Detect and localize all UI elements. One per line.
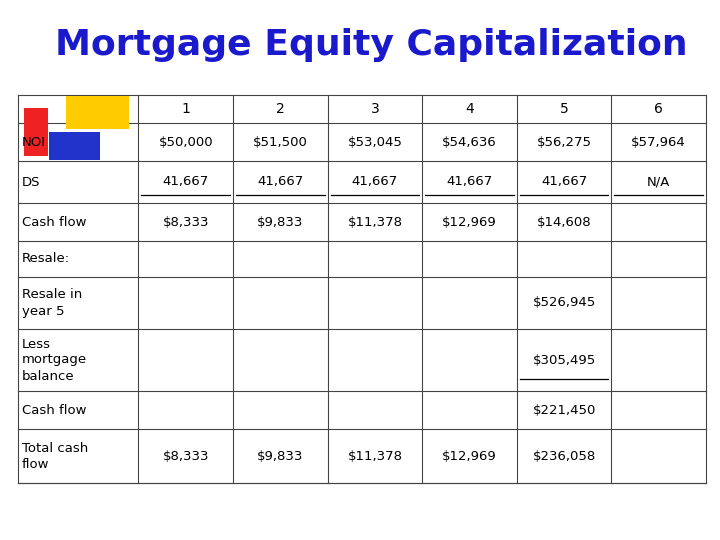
Text: $51,500: $51,500 — [253, 136, 307, 148]
Text: Resale in
year 5: Resale in year 5 — [22, 288, 82, 318]
Text: $12,969: $12,969 — [442, 215, 497, 228]
Text: $236,058: $236,058 — [533, 449, 595, 462]
Text: N/A: N/A — [647, 176, 670, 188]
Text: $8,333: $8,333 — [163, 449, 209, 462]
Text: $12,969: $12,969 — [442, 449, 497, 462]
Text: $11,378: $11,378 — [348, 215, 402, 228]
Text: $305,495: $305,495 — [533, 354, 595, 367]
Text: $11,378: $11,378 — [348, 449, 402, 462]
Text: $54,636: $54,636 — [442, 136, 497, 148]
Text: $50,000: $50,000 — [158, 136, 213, 148]
Text: 1: 1 — [181, 102, 190, 116]
Text: $56,275: $56,275 — [536, 136, 592, 148]
Text: Less
mortgage
balance: Less mortgage balance — [22, 338, 87, 382]
Bar — [49, 132, 100, 160]
Text: Resale:: Resale: — [22, 253, 70, 266]
Text: 41,667: 41,667 — [446, 176, 492, 188]
Text: Cash flow: Cash flow — [22, 215, 86, 228]
Text: $8,333: $8,333 — [163, 215, 209, 228]
Bar — [66, 96, 129, 129]
Text: 41,667: 41,667 — [541, 176, 588, 188]
Text: Mortgage Equity Capitalization: Mortgage Equity Capitalization — [55, 28, 688, 62]
Text: $57,964: $57,964 — [631, 136, 686, 148]
Text: Total cash
flow: Total cash flow — [22, 442, 89, 470]
Text: 41,667: 41,667 — [163, 176, 209, 188]
Text: Cash flow: Cash flow — [22, 403, 86, 416]
Text: 41,667: 41,667 — [257, 176, 303, 188]
Text: NOI: NOI — [22, 136, 46, 148]
Text: 4: 4 — [465, 102, 474, 116]
Text: $221,450: $221,450 — [532, 403, 595, 416]
Text: 2: 2 — [276, 102, 284, 116]
Text: 6: 6 — [654, 102, 663, 116]
Bar — [24, 108, 48, 156]
Text: $9,833: $9,833 — [257, 449, 304, 462]
Text: 41,667: 41,667 — [352, 176, 398, 188]
Text: 3: 3 — [371, 102, 379, 116]
Text: $14,608: $14,608 — [537, 215, 591, 228]
Text: $53,045: $53,045 — [348, 136, 402, 148]
Text: $9,833: $9,833 — [257, 215, 304, 228]
Text: DS: DS — [22, 176, 40, 188]
Text: 5: 5 — [559, 102, 569, 116]
Text: $526,945: $526,945 — [533, 296, 595, 309]
